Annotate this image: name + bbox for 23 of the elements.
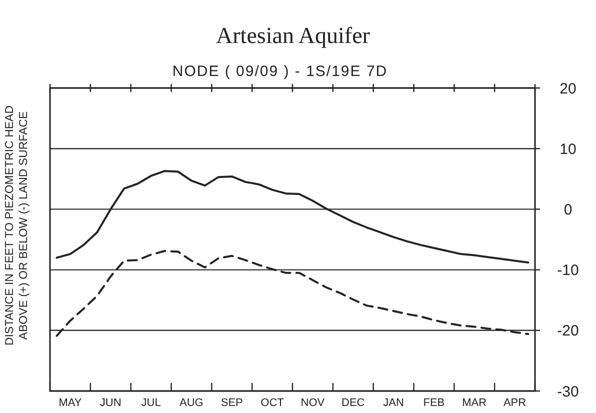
x-tick-label: DEC [342, 397, 365, 409]
y-tick-label: -30 [557, 383, 579, 400]
y-axis-title: DISTANCE IN FEET TO PIEZOMETRIC HEAD ABOVE (+) OR BELOW (-) LAND SURFACE [4, 105, 30, 346]
line-series [56, 250, 530, 337]
x-tick-label: JUL [141, 397, 161, 409]
x-tick-label: JAN [383, 397, 404, 409]
line-series [56, 170, 530, 264]
x-tick-label: NOV [300, 397, 326, 409]
x-tick-label: MAY [58, 397, 82, 409]
y-tick-label: -20 [557, 322, 579, 340]
y-tick-label: 10 [560, 140, 576, 158]
x-tick-label: FEB [423, 397, 445, 409]
chart-title: Artesian Aquifer [216, 23, 370, 48]
x-tick-label: OCT [260, 397, 284, 409]
x-tick-label: MAR [462, 397, 487, 409]
x-tick-label: APR [503, 397, 526, 409]
chart-subtitle: NODE ( 09/09 ) - 1S/19E 7D [172, 63, 388, 80]
y-tick-label: -10 [557, 262, 579, 280]
y-tick-label: 20 [560, 80, 576, 98]
x-tick-label: AUG [180, 397, 204, 409]
y-tick-label: 0 [564, 201, 572, 218]
x-tick-label: JUN [100, 397, 122, 409]
x-tick-label: SEP [220, 397, 243, 409]
